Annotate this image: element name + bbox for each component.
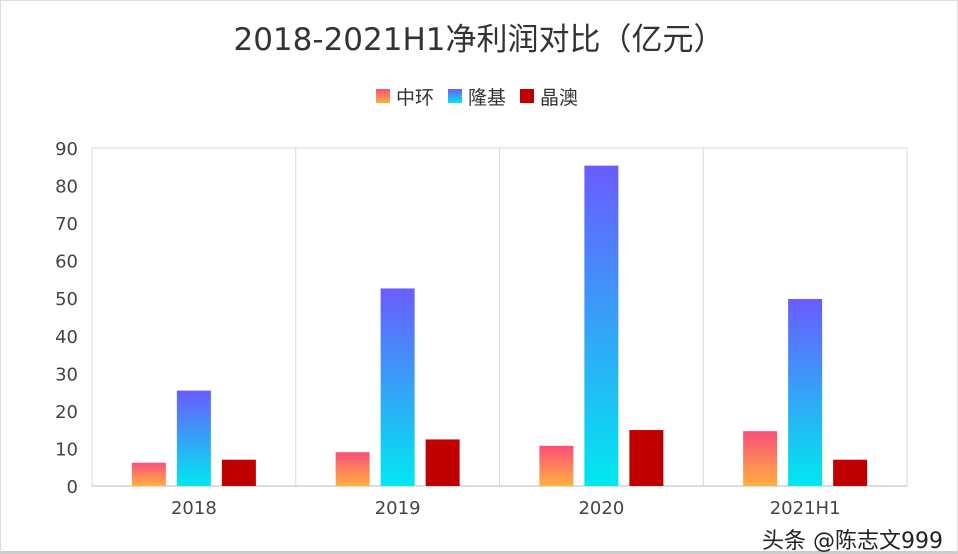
bar-晶澳-2020 (629, 430, 664, 486)
y-tick-label: 70 (55, 214, 78, 235)
y-tick-label: 90 (55, 139, 78, 160)
legend: 中环 隆基 晶澳 (376, 87, 578, 109)
y-tick-label: 10 (55, 439, 78, 460)
y-tick-label: 20 (55, 402, 78, 423)
y-tick-label: 60 (55, 252, 78, 273)
y-tick-label: 40 (55, 327, 78, 348)
bar-中环-2018 (131, 462, 166, 486)
legend-label: 隆基 (468, 87, 506, 109)
legend-swatch (376, 89, 390, 103)
watermark: 头条 @陈志文999 (762, 529, 943, 554)
bar-晶澳-2019 (425, 439, 460, 486)
y-tick-label: 0 (67, 477, 78, 498)
bar-隆基-2021H1 (788, 298, 823, 486)
y-tick-label: 80 (55, 177, 78, 198)
y-tick-label: 50 (55, 289, 78, 310)
bar-中环-2021H1 (743, 431, 778, 486)
x-tick-label: 2020 (578, 498, 624, 519)
y-tick-label: 30 (55, 364, 78, 385)
x-tick-label: 2019 (375, 498, 421, 519)
x-tick-label: 2021H1 (770, 498, 841, 519)
bar-晶澳-2021H1 (833, 459, 868, 486)
legend-label: 晶澳 (540, 87, 578, 109)
x-tick-label: 2018 (171, 498, 217, 519)
bar-隆基-2018 (176, 390, 211, 486)
bar-中环-2019 (335, 452, 370, 486)
bar-中环-2020 (539, 445, 574, 486)
bar-隆基-2020 (584, 165, 619, 486)
bar-隆基-2019 (380, 288, 415, 486)
bar-晶澳-2018 (221, 459, 256, 486)
legend-swatch (520, 89, 534, 103)
chart-title: 2018-2021H1净利润对比（亿元） (233, 22, 724, 58)
legend-label: 中环 (396, 87, 434, 109)
legend-swatch (448, 89, 462, 103)
